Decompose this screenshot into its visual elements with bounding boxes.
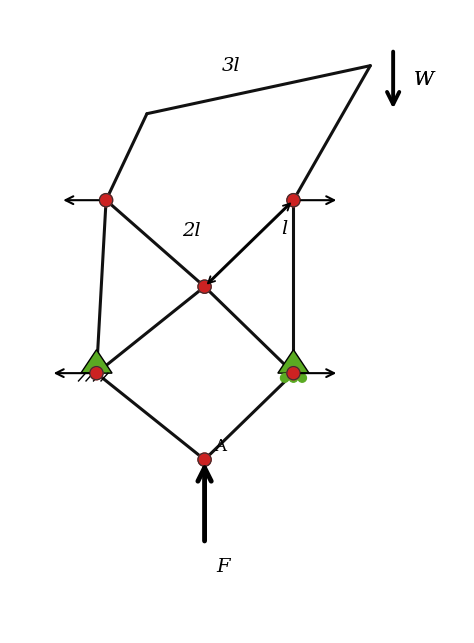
Circle shape — [298, 374, 307, 383]
Text: A: A — [214, 438, 226, 455]
Text: l: l — [282, 220, 288, 238]
Polygon shape — [278, 350, 309, 373]
Circle shape — [280, 374, 289, 383]
Text: 3l: 3l — [222, 57, 240, 75]
Circle shape — [100, 194, 113, 207]
Circle shape — [287, 367, 300, 380]
Text: W: W — [414, 71, 434, 89]
Text: 2l: 2l — [182, 222, 201, 240]
Circle shape — [287, 194, 300, 207]
Polygon shape — [81, 350, 112, 373]
Text: W: W — [414, 71, 434, 89]
Circle shape — [90, 367, 103, 380]
Text: F: F — [217, 558, 230, 576]
Circle shape — [198, 280, 211, 293]
Circle shape — [198, 453, 211, 466]
Circle shape — [289, 374, 298, 383]
